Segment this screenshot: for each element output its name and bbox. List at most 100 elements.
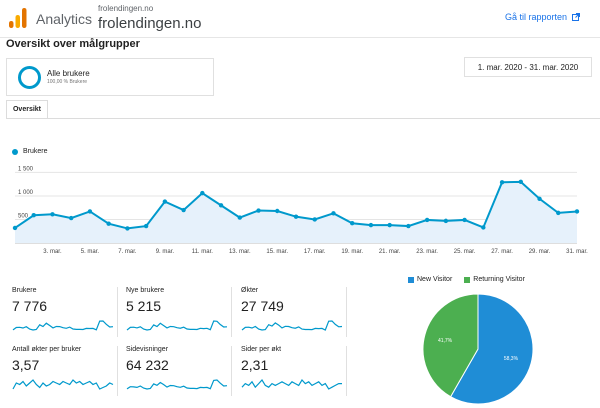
data-point <box>387 222 392 228</box>
sparkline-path <box>126 379 228 390</box>
x-tick-label: 17. mar. <box>304 249 326 255</box>
data-point <box>406 223 411 229</box>
top-header: Analytics frolendingen.no frolendingen.n… <box>0 0 600 38</box>
date-range-picker[interactable]: 1. mar. 2020 - 31. mar. 2020 <box>464 57 592 77</box>
data-point <box>424 217 430 223</box>
segment-percent: 100,00 % Brukere <box>47 79 88 85</box>
data-point <box>106 221 111 226</box>
x-tick-label: 19. mar. <box>341 249 363 255</box>
x-tick-label: 13. mar. <box>229 249 251 255</box>
data-point <box>518 179 523 185</box>
data-point <box>12 225 18 231</box>
tab-divider <box>6 118 600 119</box>
analytics-logo-icon[interactable] <box>9 8 27 28</box>
data-point <box>443 218 449 224</box>
x-tick-label: 21. mar. <box>379 249 401 255</box>
data-point <box>574 209 580 214</box>
metric-value: 5 215 <box>126 298 162 314</box>
x-tick-label: 7. mar. <box>118 249 137 255</box>
metric-label: Antall økter per bruker <box>12 346 82 353</box>
metric-value: 7 776 <box>12 298 48 314</box>
legend-label-returning-visitor: Returning Visitor <box>473 276 525 283</box>
metric-label: Økter <box>241 287 259 294</box>
x-tick-label: 5. mar. <box>81 249 100 255</box>
y-tick-label: 500 <box>18 213 29 219</box>
x-tick-label: 11. mar. <box>192 249 214 255</box>
metric-pages-per-session[interactable]: Sider per økt 2,31 <box>241 346 347 396</box>
data-point <box>162 199 168 204</box>
data-point <box>143 223 149 229</box>
metric-value: 27 749 <box>241 298 284 314</box>
x-tick-label: 25. mar. <box>454 249 476 255</box>
app-name: Analytics <box>36 11 93 27</box>
y-tick-label: 1 500 <box>18 166 34 172</box>
data-point <box>537 196 542 201</box>
metric-sparkline <box>12 379 114 390</box>
metric-pageviews[interactable]: Sidevisninger 64 232 <box>126 346 232 396</box>
legend-item-new-visitor[interactable]: New Visitor <box>408 276 452 283</box>
x-tick-label: 15. mar. <box>266 249 288 255</box>
pie-data-label: 41,7% <box>438 338 453 344</box>
pie-slice <box>449 293 534 405</box>
returning-visitor-swatch <box>464 276 471 283</box>
data-point <box>31 213 36 218</box>
metric-label: Nye brukere <box>126 287 165 294</box>
data-point <box>125 226 130 231</box>
metric-sparkline <box>126 379 228 390</box>
sparkline-path <box>12 379 114 390</box>
data-point <box>200 190 205 196</box>
x-tick-label: 31. mar. <box>566 249 588 255</box>
data-point <box>181 207 186 213</box>
data-point <box>275 208 280 214</box>
metric-sessions[interactable]: Økter 27 749 <box>241 287 347 337</box>
metric-new-users[interactable]: Nye brukere 5 215 <box>126 287 232 337</box>
data-point <box>293 214 299 219</box>
data-point <box>69 215 74 221</box>
data-point <box>237 215 242 220</box>
legend-label: Brukere <box>23 148 48 155</box>
segment-card[interactable]: Alle brukere 100,00 % Brukere <box>6 58 214 96</box>
data-point <box>50 212 55 217</box>
data-point <box>256 208 261 213</box>
metric-label: Brukere <box>12 287 37 294</box>
pie-data-label: 58,3% <box>504 356 519 362</box>
metric-sparkline <box>126 320 228 331</box>
metric-sessions-per-user[interactable]: Antall økter per bruker 3,57 <box>12 346 118 396</box>
x-tick-label: 3. mar. <box>43 249 62 255</box>
x-tick-label: 27. mar. <box>491 249 513 255</box>
segment-name: Alle brukere <box>47 69 90 78</box>
sparkline-path <box>241 320 343 331</box>
go-to-report-link[interactable]: Gå til rapporten <box>505 12 580 22</box>
legend-dot-icon <box>12 148 18 155</box>
data-point <box>87 209 93 214</box>
metric-sparkline <box>241 379 342 390</box>
pie-legend[interactable]: New Visitor Returning Visitor <box>408 276 525 283</box>
property-name[interactable]: frolendingen.no <box>98 15 202 32</box>
segment-circle-icon <box>18 66 41 89</box>
data-point <box>350 221 355 226</box>
sparkline-path <box>12 320 114 331</box>
pie-slice <box>422 293 479 398</box>
metric-users[interactable]: Brukere 7 776 <box>12 287 118 337</box>
metric-value: 3,57 <box>12 357 40 373</box>
x-tick-label: 9. mar. <box>156 249 175 255</box>
y-tick-label: 1 000 <box>18 190 34 196</box>
data-point <box>218 203 224 208</box>
tab-oversikt[interactable]: Oversikt <box>6 100 48 118</box>
metric-label: Sider per økt <box>241 346 282 353</box>
metric-value: 64 232 <box>126 357 169 373</box>
series-area <box>15 181 577 243</box>
legend-item-returning-visitor[interactable]: Returning Visitor <box>464 276 525 283</box>
metric-sparkline <box>12 320 114 331</box>
external-link-icon <box>572 13 580 21</box>
metric-label: Sidevisninger <box>126 346 169 353</box>
sparkline-path <box>126 320 228 331</box>
x-tick-label: 23. mar. <box>416 249 438 255</box>
data-point <box>556 210 561 216</box>
go-to-report-label: Gå til rapporten <box>504 12 567 22</box>
chart-legend[interactable]: Brukere <box>12 148 48 155</box>
account-name[interactable]: frolendingen.no <box>98 4 154 13</box>
data-point <box>312 217 317 222</box>
visitor-type-pie-chart: 58,3% 41,7% <box>422 293 534 405</box>
metric-value: 2,31 <box>241 357 269 373</box>
